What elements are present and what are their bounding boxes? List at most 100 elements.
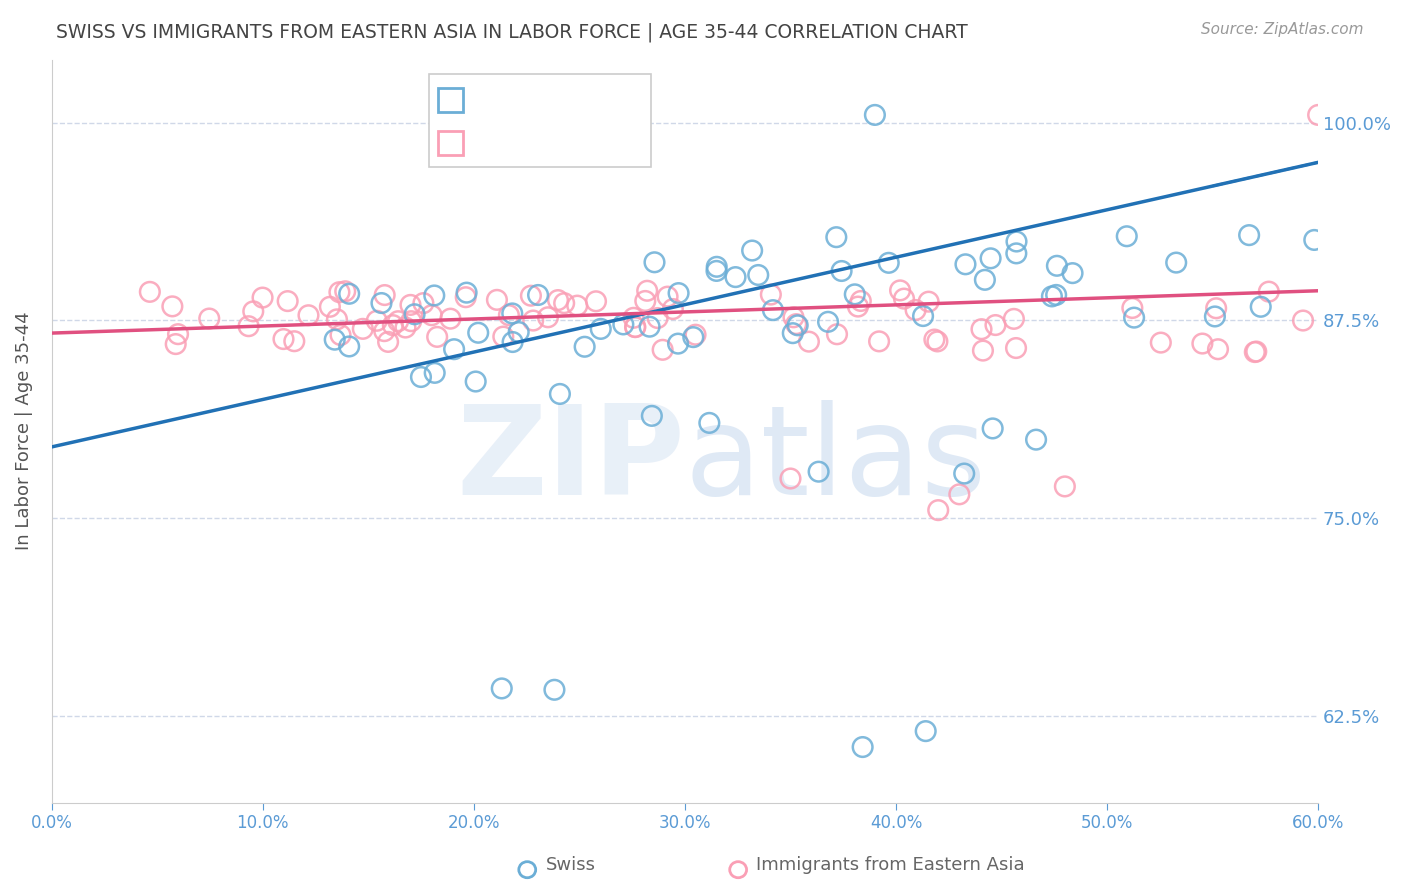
Point bbox=[662, 301, 685, 316]
Point bbox=[420, 308, 443, 322]
Point bbox=[492, 329, 515, 343]
Y-axis label: In Labor Force | Age 35-44: In Labor Force | Age 35-44 bbox=[15, 312, 32, 550]
Point bbox=[685, 327, 707, 342]
Point bbox=[877, 256, 900, 270]
Point bbox=[612, 318, 634, 332]
Point bbox=[638, 319, 661, 334]
Point bbox=[373, 324, 395, 338]
Point bbox=[634, 293, 657, 308]
Point bbox=[394, 320, 416, 334]
Point bbox=[326, 312, 349, 326]
Text: ZIP: ZIP bbox=[456, 401, 685, 521]
Point bbox=[1308, 108, 1330, 122]
Point bbox=[706, 264, 728, 278]
Point bbox=[337, 286, 360, 301]
Point bbox=[273, 332, 295, 346]
Text: N =: N = bbox=[555, 132, 607, 151]
Point bbox=[491, 681, 513, 696]
Point bbox=[404, 307, 426, 321]
Point bbox=[863, 108, 886, 122]
Point bbox=[1237, 228, 1260, 243]
Point bbox=[651, 343, 673, 357]
Point bbox=[984, 318, 1007, 332]
Text: 0.136: 0.136 bbox=[505, 132, 557, 151]
Point bbox=[1005, 246, 1028, 260]
Point bbox=[1121, 301, 1143, 315]
Point bbox=[537, 310, 560, 325]
Point bbox=[377, 334, 399, 349]
Point bbox=[970, 322, 993, 336]
Text: SWISS VS IMMIGRANTS FROM EASTERN ASIA IN LABOR FORCE | AGE 35-44 CORRELATION CHA: SWISS VS IMMIGRANTS FROM EASTERN ASIA IN… bbox=[56, 22, 967, 42]
Point bbox=[548, 387, 571, 401]
Point bbox=[423, 366, 446, 380]
Point bbox=[668, 286, 690, 301]
Point bbox=[782, 310, 804, 325]
Point bbox=[785, 317, 807, 331]
Point bbox=[1191, 336, 1213, 351]
Point bbox=[1350, 108, 1372, 122]
Point bbox=[846, 300, 869, 314]
Point bbox=[297, 308, 319, 322]
Point bbox=[1115, 229, 1137, 244]
Point bbox=[844, 287, 866, 301]
Point bbox=[889, 284, 911, 298]
Point bbox=[953, 467, 976, 481]
Point bbox=[1250, 300, 1272, 314]
Point bbox=[387, 314, 409, 328]
Point bbox=[502, 334, 524, 349]
Point bbox=[972, 343, 994, 358]
Point bbox=[277, 294, 299, 309]
Point bbox=[1005, 341, 1028, 355]
Point bbox=[589, 322, 612, 336]
Text: atlas: atlas bbox=[685, 401, 987, 521]
Point bbox=[329, 328, 352, 343]
Point bbox=[520, 289, 543, 303]
Point bbox=[467, 326, 489, 340]
Point bbox=[893, 292, 915, 306]
Point bbox=[786, 318, 808, 333]
Point bbox=[165, 337, 187, 351]
Text: Source: ZipAtlas.com: Source: ZipAtlas.com bbox=[1201, 22, 1364, 37]
Point bbox=[914, 724, 936, 739]
Text: 91: 91 bbox=[591, 132, 613, 151]
Text: Immigrants from Eastern Asia: Immigrants from Eastern Asia bbox=[756, 856, 1025, 874]
Point bbox=[741, 244, 763, 258]
Point bbox=[412, 296, 434, 310]
Point bbox=[319, 300, 342, 314]
Point bbox=[948, 487, 970, 501]
Point bbox=[567, 299, 589, 313]
Point bbox=[399, 298, 422, 312]
Point bbox=[973, 273, 995, 287]
Point bbox=[1150, 335, 1173, 350]
Point bbox=[139, 285, 162, 299]
Point bbox=[852, 739, 875, 754]
Point bbox=[283, 334, 305, 349]
Point bbox=[456, 285, 478, 300]
Point bbox=[252, 291, 274, 305]
Point bbox=[624, 320, 647, 334]
Point bbox=[1257, 285, 1279, 299]
Point bbox=[522, 313, 544, 327]
Point bbox=[1053, 479, 1076, 493]
Point bbox=[644, 255, 666, 269]
Point bbox=[849, 293, 872, 308]
Point bbox=[831, 264, 853, 278]
Point bbox=[543, 682, 565, 697]
Point bbox=[198, 311, 221, 326]
Text: 65: 65 bbox=[591, 87, 613, 106]
Text: R =: R = bbox=[474, 87, 512, 106]
Point bbox=[242, 304, 264, 318]
Point bbox=[1005, 235, 1028, 249]
Point bbox=[454, 290, 477, 304]
Point bbox=[779, 471, 801, 485]
Point bbox=[1025, 433, 1047, 447]
Point bbox=[647, 311, 669, 326]
Point bbox=[501, 306, 523, 320]
Point bbox=[623, 310, 645, 325]
Text: Swiss: Swiss bbox=[546, 856, 596, 874]
Point bbox=[553, 296, 575, 310]
Point bbox=[1040, 289, 1063, 303]
Point bbox=[1243, 345, 1265, 359]
Point bbox=[1166, 255, 1188, 269]
Point bbox=[574, 340, 596, 354]
